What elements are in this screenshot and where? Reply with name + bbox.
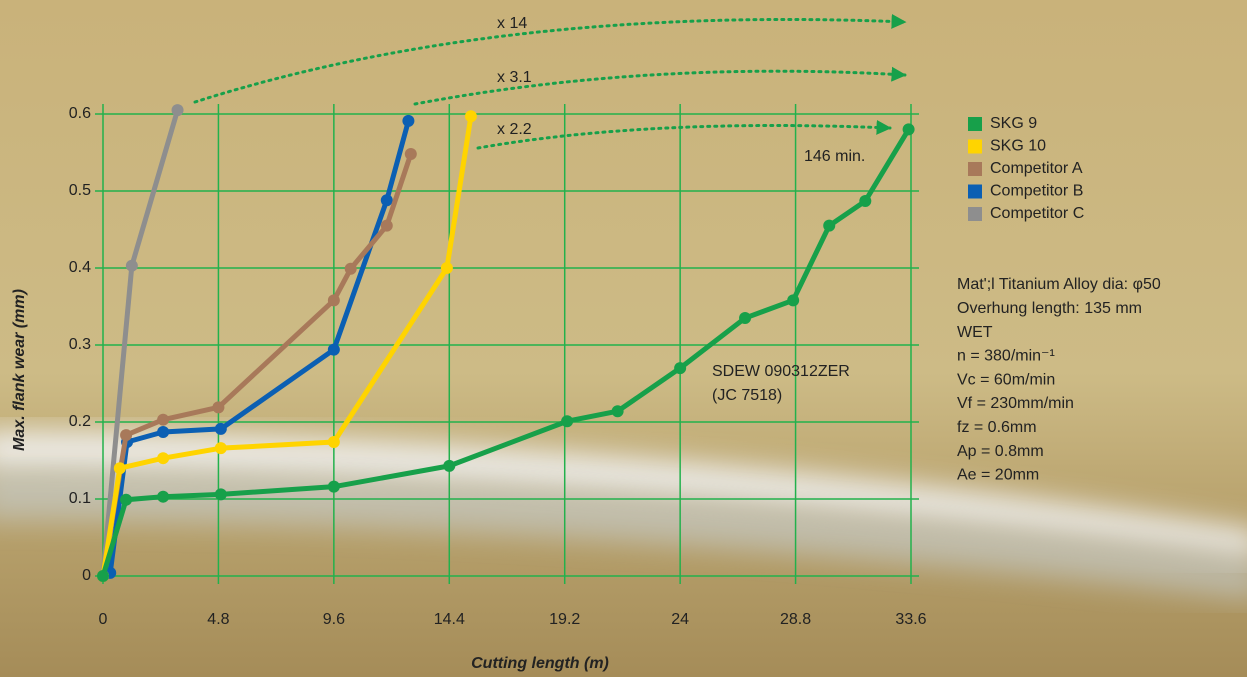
y-axis-label: Max. flank wear (mm) [11, 289, 28, 451]
y-tick-label: 0.2 [69, 413, 91, 430]
x-tick-label: 28.8 [780, 611, 811, 628]
point [327, 294, 340, 307]
y-tick-label: 0.3 [69, 336, 91, 353]
annotation: (JC 7518) [712, 387, 782, 404]
point [440, 262, 453, 274]
point [157, 413, 170, 426]
point [157, 490, 170, 503]
point [464, 110, 477, 123]
point [171, 104, 184, 117]
legend: SKG 9 SKG 10 Competitor A Competitor B Compe… [968, 115, 1084, 222]
point [859, 195, 872, 208]
x-tick-label: 9.6 [323, 611, 345, 628]
point [787, 294, 800, 307]
note: Overhung length: 135 mm [957, 300, 1142, 317]
legend-label: Competitor A [990, 160, 1083, 177]
note: fz = 0.6mm [957, 419, 1037, 436]
point [212, 401, 225, 414]
note: WET [957, 324, 993, 341]
point [214, 442, 227, 455]
legend-swatch [968, 207, 982, 221]
x-tick-label: 33.6 [895, 611, 926, 628]
series-line [100, 153, 414, 577]
annotation: 146 min. [804, 148, 865, 165]
annotation: SDEW 090312ZER [712, 363, 850, 380]
x-tick-label: 4.8 [207, 611, 229, 628]
point [344, 262, 357, 275]
legend-swatch [968, 162, 982, 176]
note: n = 380/min⁻¹ [957, 348, 1055, 365]
point [402, 114, 415, 127]
legend-label: Competitor C [990, 205, 1084, 222]
annotation: x 2.2 [497, 121, 532, 138]
x-tick-label: 0 [99, 611, 108, 628]
point [214, 422, 227, 435]
series-line [100, 128, 911, 577]
horizon [0, 430, 1247, 559]
note: Mat';l Titanium Alloy dia: φ50 [957, 276, 1161, 293]
point [97, 570, 109, 582]
point [404, 148, 417, 161]
y-tick-label: 0.4 [69, 259, 91, 276]
arrows [193, 13, 907, 150]
point [739, 312, 752, 325]
note: Ae = 20mm [957, 467, 1039, 484]
legend-swatch [968, 139, 982, 154]
point [561, 415, 574, 428]
y-tick-label: 0.5 [69, 182, 91, 199]
x-tick-label: 24 [671, 611, 689, 628]
point [443, 459, 456, 472]
arrow [193, 13, 907, 104]
x-tick-label: 19.2 [549, 611, 580, 628]
point [214, 488, 227, 501]
notes: Mat';l Titanium Alloy dia: φ50 Overhung l… [957, 276, 1161, 483]
legend-swatch [968, 117, 982, 131]
point [902, 123, 915, 136]
point [120, 429, 133, 442]
point [327, 480, 340, 493]
point [327, 436, 340, 449]
point [157, 452, 170, 465]
x-axis-label: Cutting length (m) [471, 655, 609, 672]
y-tick-label: 0.1 [69, 490, 91, 507]
point [674, 362, 687, 375]
point [611, 405, 624, 418]
plot [97, 104, 915, 582]
note: Vc = 60m/min [957, 371, 1055, 388]
annotation: x 14 [497, 15, 527, 32]
point [113, 462, 126, 475]
point [380, 194, 393, 207]
y-tick-label: 0.6 [69, 105, 91, 122]
y-tick-label: 0 [82, 567, 91, 584]
grid [95, 104, 919, 584]
point [125, 259, 138, 272]
arrow [476, 119, 892, 150]
point [120, 493, 133, 506]
legend-swatch [968, 184, 982, 199]
point [380, 219, 393, 232]
point [327, 343, 340, 356]
legend-label: Competitor B [990, 183, 1083, 200]
legend-label: SKG 9 [990, 115, 1037, 132]
annotation: x 3.1 [497, 69, 532, 86]
point [157, 426, 170, 439]
x-tick-label: 14.4 [434, 611, 465, 628]
note: Vf = 230mm/min [957, 395, 1074, 412]
arrow [413, 66, 907, 106]
horizon-glow [0, 470, 1247, 599]
note: Ap = 0.8mm [957, 443, 1044, 460]
point [823, 219, 836, 232]
legend-label: SKG 10 [990, 138, 1046, 155]
